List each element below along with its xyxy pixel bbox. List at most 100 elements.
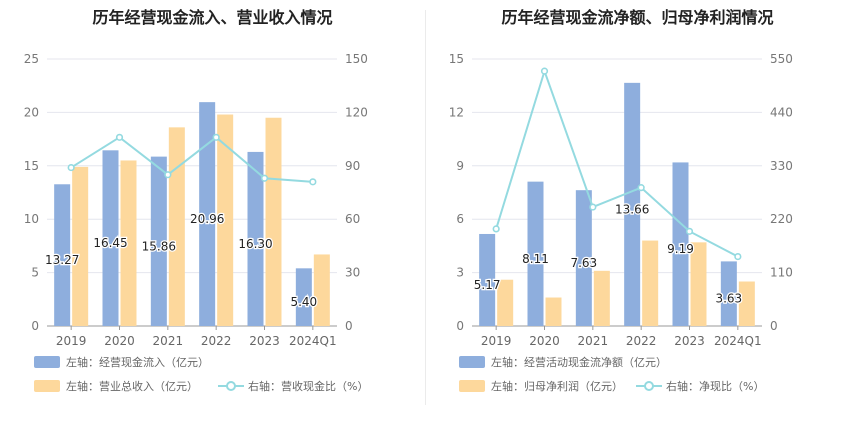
- y-tick-label-right: 110: [770, 266, 793, 280]
- x-tick-label: 2019: [481, 334, 512, 348]
- x-tick-label: 2019: [56, 334, 87, 348]
- y-tick-label-right: 330: [770, 159, 793, 173]
- y-tick-label-right: 440: [770, 105, 793, 119]
- line-point: [540, 67, 549, 75]
- data-label: 13.27: [45, 253, 79, 267]
- legend-line-swatch: [218, 380, 244, 392]
- legend-label: 左轴：经营现金流入（亿元）: [66, 356, 209, 369]
- legend-label: 左轴：归母净利润（亿元）: [491, 380, 623, 393]
- bar: [624, 82, 641, 327]
- bar: [120, 160, 137, 326]
- x-tick-label: 2023: [674, 334, 705, 348]
- legend-bar-swatch: [459, 380, 485, 392]
- y-tick-label-left: 0: [31, 319, 39, 333]
- bar: [247, 151, 264, 326]
- bar: [168, 127, 185, 327]
- panel-divider: [425, 10, 426, 405]
- x-tick-label: 2021: [578, 334, 609, 348]
- bar: [54, 184, 71, 326]
- x-tick-label: 2023: [249, 334, 280, 348]
- y-tick-label-left: 15: [24, 159, 39, 173]
- bar: [642, 240, 659, 326]
- legend-bar-swatch: [459, 356, 485, 368]
- bar: [575, 190, 592, 326]
- bar: [217, 114, 234, 326]
- line-point: [67, 163, 75, 172]
- bar: [672, 162, 689, 326]
- y-tick-label-right: 0: [770, 319, 778, 333]
- data-label: 16.45: [93, 236, 127, 250]
- line-point: [589, 203, 597, 211]
- x-tick-label: 2020: [529, 334, 560, 348]
- bar: [199, 102, 216, 326]
- y-tick-label-left: 5: [31, 266, 39, 280]
- line-point: [164, 171, 172, 179]
- y-tick-label-left: 3: [456, 266, 464, 280]
- legend-line-swatch: [636, 380, 662, 392]
- data-label: 7.63: [570, 256, 597, 270]
- bar: [295, 268, 312, 326]
- legend-item[interactable]: 左轴：归母净利润（亿元）: [459, 378, 623, 394]
- data-label: 16.30: [238, 237, 272, 251]
- y-tick-label-left: 15: [449, 52, 464, 66]
- bar: [313, 254, 330, 326]
- chart-plot: 0 5 10 15 20 25 0 30 60 90 120 150 2019 2020 2021 2022 2…: [24, 52, 368, 348]
- line-point: [685, 227, 694, 235]
- data-label: 20.96: [190, 212, 224, 226]
- legend-item[interactable]: 左轴：营业总收入（亿元）: [34, 378, 198, 394]
- x-tick-label: 2024Q1: [714, 334, 762, 348]
- y-tick-label-right: 60: [345, 212, 360, 226]
- x-tick-label: 2021: [153, 334, 184, 348]
- bar: [545, 297, 562, 326]
- bar: [690, 242, 707, 326]
- line-point: [115, 133, 124, 141]
- bar: [527, 181, 544, 326]
- data-label: 9.19: [667, 242, 694, 256]
- legend-item[interactable]: 右轴：营收现金比（%）: [218, 378, 368, 394]
- bar: [593, 270, 610, 326]
- y-tick-label-left: 0: [456, 319, 464, 333]
- data-label: 5.40: [290, 295, 317, 309]
- y-tick-label-left: 6: [456, 212, 464, 226]
- line-point: [260, 174, 269, 182]
- legend-item[interactable]: 右轴：净现比（%）: [636, 378, 764, 394]
- y-tick-label-left: 25: [24, 52, 39, 66]
- legend-label: 右轴：净现比（%）: [666, 380, 765, 393]
- y-tick-label-right: 30: [345, 266, 360, 280]
- y-tick-label-right: 120: [345, 105, 368, 119]
- line-series: [70, 136, 313, 183]
- legend-item[interactable]: 左轴：经营活动现金流净额（亿元）: [459, 354, 667, 370]
- y-tick-label-left: 12: [449, 105, 464, 119]
- line-point: [309, 178, 317, 186]
- chart-title: 历年经营现金流净额、归母净利润情况: [501, 8, 774, 27]
- bar: [102, 150, 119, 326]
- bar: [150, 156, 167, 326]
- bar: [738, 281, 755, 326]
- chart-panel-net-cash: 历年经营现金流净额、归母净利润情况 0 3 6 9 12 15 0 110 220 330 440 5…: [425, 0, 850, 437]
- data-label: 8.11: [522, 252, 549, 266]
- y-tick-label-left: 10: [24, 212, 39, 226]
- legend-label: 左轴：营业总收入（亿元）: [66, 380, 198, 393]
- y-tick-label-left: 20: [24, 105, 39, 119]
- chart-title: 历年经营现金流入、营业收入情况: [92, 8, 333, 27]
- y-tick-label-right: 220: [770, 212, 793, 226]
- legend-item[interactable]: 左轴：经营现金流入（亿元）: [34, 354, 209, 370]
- line-point: [637, 184, 645, 192]
- line-point: [492, 225, 500, 233]
- line-point: [734, 252, 742, 261]
- x-tick-label: 2024Q1: [289, 334, 337, 348]
- data-label: 13.66: [615, 202, 649, 216]
- legend-label: 右轴：营收现金比（%）: [248, 380, 369, 393]
- chart-plot: 0 3 6 9 12 15 0 110 220 330 440 550 2019 2020 2021 2022…: [449, 52, 793, 348]
- data-label: 3.63: [715, 292, 742, 306]
- x-tick-label: 2022: [626, 334, 657, 348]
- y-tick-label-left: 9: [456, 159, 464, 173]
- chart-panel-cash-inflow: 历年经营现金流入、营业收入情况 0 5 10 15 20 25 0 30 60 90 120 150 2…: [24, 8, 369, 394]
- legend-label: 左轴：经营活动现金流净额（亿元）: [491, 356, 667, 369]
- y-tick-label-right: 0: [345, 319, 353, 333]
- bar: [72, 166, 89, 326]
- data-label: 15.86: [142, 239, 176, 253]
- y-tick-label-right: 90: [345, 159, 360, 173]
- bar: [720, 261, 737, 326]
- line-series: [495, 67, 739, 258]
